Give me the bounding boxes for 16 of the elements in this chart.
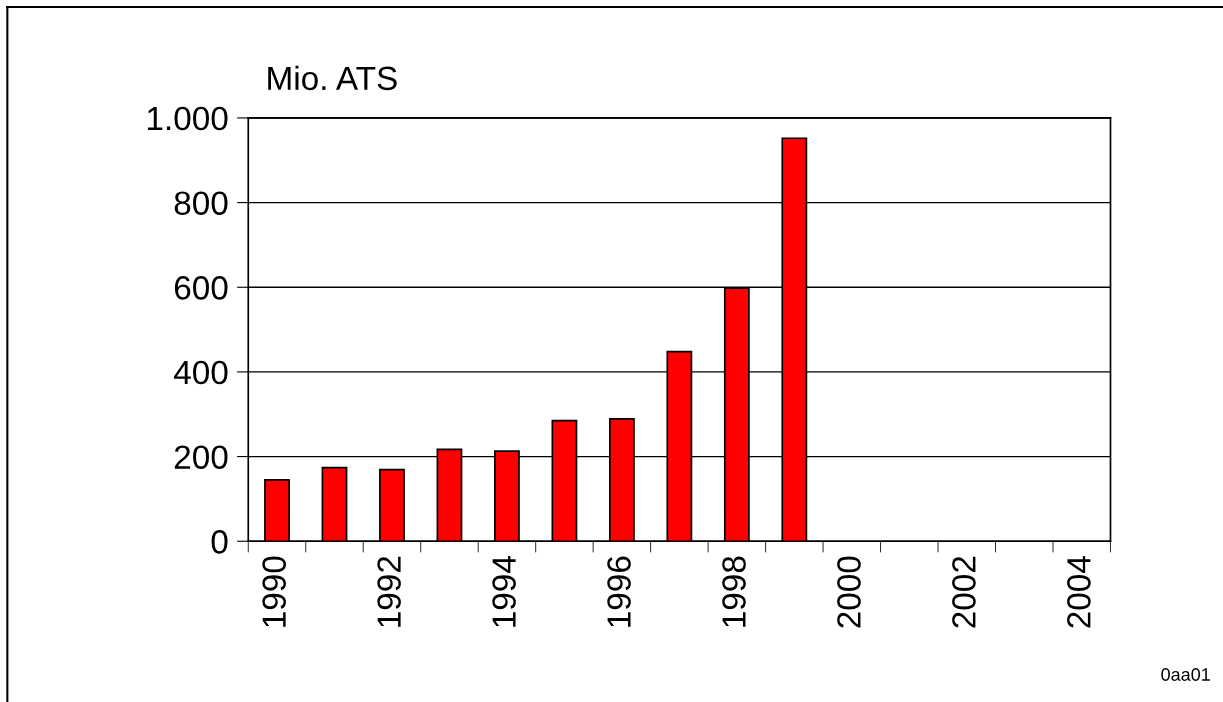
x-tick-label: 1990: [262, 556, 286, 627]
y-tick-label: 800: [174, 191, 228, 215]
x-tick-label: 1998: [722, 556, 746, 627]
y-axis-title: Mio. ATS: [268, 65, 397, 91]
y-tick-label: 200: [174, 445, 228, 469]
y-tick-label: 600: [174, 276, 228, 300]
y-tick-label: 0: [211, 530, 228, 554]
x-tick-label: 2004: [1067, 556, 1091, 628]
y-tick-label: 1.000: [147, 106, 228, 131]
text: 0aa01: [1161, 668, 1210, 681]
x-tick-label: 1992: [377, 556, 401, 627]
x-tick-label: 2000: [837, 556, 861, 628]
y-tick-label: 400: [173, 360, 228, 385]
x-tick-label: 1994: [492, 556, 516, 627]
x-tick-label: 2002: [952, 556, 976, 628]
x-tick-label: 1996: [607, 556, 631, 627]
